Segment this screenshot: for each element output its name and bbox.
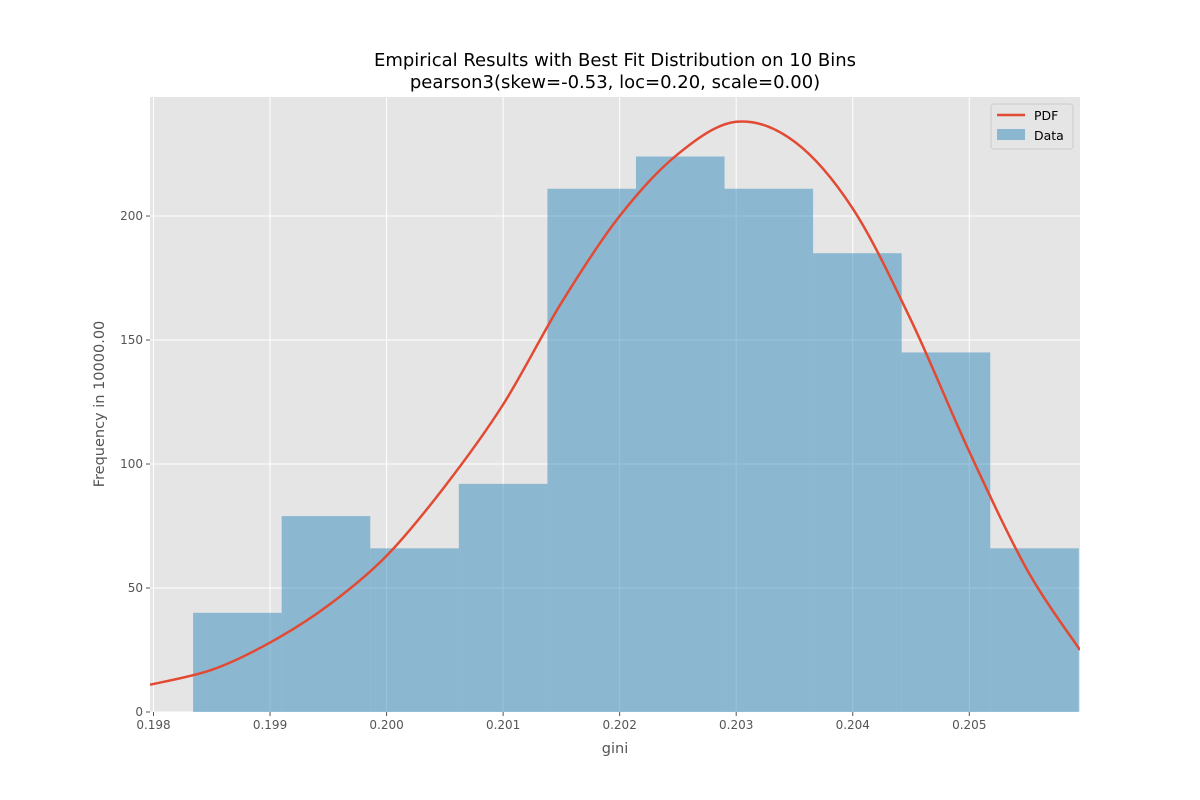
pdf-curve (150, 120, 1080, 686)
legend-data-swatch (997, 129, 1025, 140)
legend-data-label: Data (1034, 128, 1064, 143)
histogram-bar (635, 156, 725, 713)
y-tick-label: 150 (120, 333, 143, 347)
x-tick-label: 0.200 (369, 718, 403, 732)
x-tick-label: 0.202 (602, 718, 636, 732)
histogram-bar (370, 548, 459, 712)
y-tick-label: 100 (120, 457, 143, 471)
chart-title: Empirical Results with Best Fit Distribu… (374, 50, 856, 71)
x-tick-label: 0.204 (836, 718, 870, 732)
x-tick-label: 0.205 (952, 718, 986, 732)
legend: PDF Data (990, 103, 1074, 150)
y-axis-label: Frequency in 10000.00 (92, 321, 108, 488)
axis-ticks: 0.198 0.199 0.200 0.201 0.202 0.203 0.204 0.205… (120, 209, 986, 732)
x-tick-label: 0.203 (719, 718, 753, 732)
x-tick-label: 0.199 (253, 718, 287, 732)
y-tick-label: 0 (135, 705, 143, 719)
histogram-bar (901, 352, 991, 712)
x-tick-label: 0.201 (486, 718, 520, 732)
y-tick-label: 50 (128, 581, 143, 595)
histogram-bar (724, 188, 814, 712)
legend-pdf-label: PDF (1034, 108, 1058, 123)
histogram-bar (990, 548, 1079, 712)
pdf-curve-layer (150, 120, 1080, 686)
histogram-bar (281, 516, 371, 712)
histogram-bar (458, 483, 548, 712)
histogram-bar (813, 253, 902, 712)
histogram-bars (193, 156, 1079, 713)
chart-subtitle: pearson3(skew=-0.53, loc=0.20, scale=0.0… (410, 72, 820, 93)
histogram-bar (193, 612, 282, 712)
y-tick-label: 200 (120, 209, 143, 223)
histogram-bar (547, 188, 636, 712)
x-tick-label: 0.198 (136, 718, 170, 732)
x-axis-label: gini (602, 741, 628, 757)
